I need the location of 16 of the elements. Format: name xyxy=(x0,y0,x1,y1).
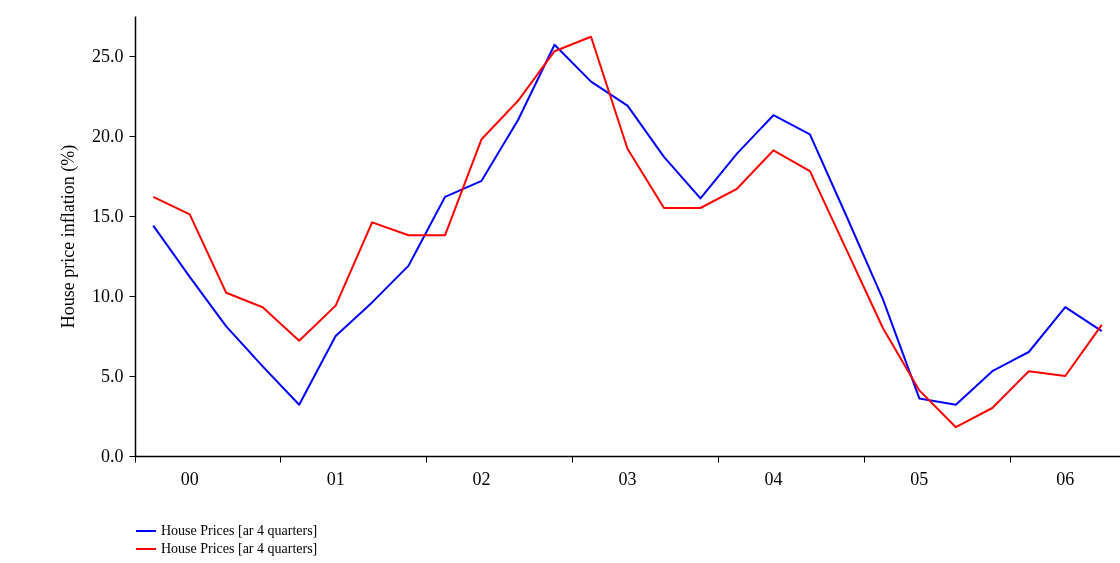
x-tick-label: 00 xyxy=(180,468,199,489)
legend-label: House Prices [ar 4 quarters] xyxy=(161,523,318,538)
x-tick-label: 05 xyxy=(910,468,929,489)
y-tick-label: 25.0 xyxy=(92,45,124,66)
y-tick-label: 5.0 xyxy=(101,365,124,386)
legend-label: House Prices [ar 4 quarters] xyxy=(161,541,318,556)
y-axis-title: House price inflation (%) xyxy=(58,144,79,329)
y-tick-label: 0.0 xyxy=(101,445,124,466)
y-tick-label: 10.0 xyxy=(92,285,124,306)
y-tick-label: 15.0 xyxy=(92,205,124,226)
x-tick-label: 01 xyxy=(326,468,345,489)
x-tick-label: 03 xyxy=(618,468,637,489)
x-tick-label: 02 xyxy=(472,468,491,489)
x-tick-label: 06 xyxy=(1056,468,1075,489)
y-tick-label: 20.0 xyxy=(92,125,124,146)
x-tick-label: 04 xyxy=(764,468,783,489)
